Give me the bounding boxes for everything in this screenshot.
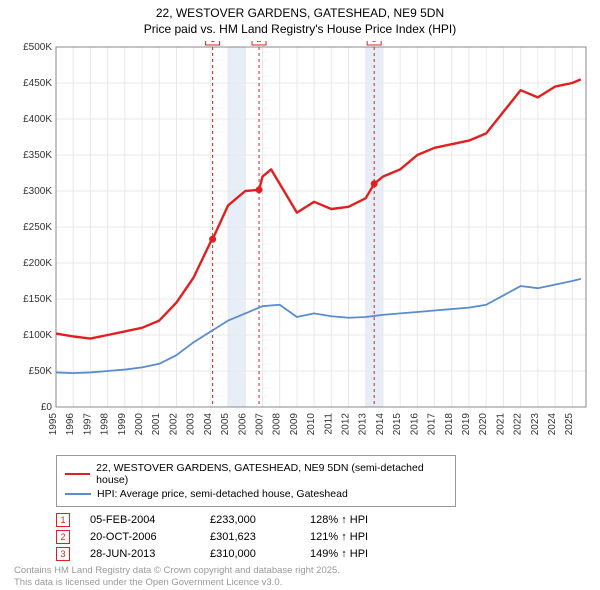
svg-text:£50K: £50K xyxy=(29,366,53,377)
svg-text:2009: 2009 xyxy=(289,413,300,436)
legend-label: HPI: Average price, semi-detached house,… xyxy=(97,488,348,500)
svg-text:£200K: £200K xyxy=(23,258,52,269)
sale-pct: 149% ↑ HPI xyxy=(310,548,410,560)
svg-text:2020: 2020 xyxy=(478,413,489,436)
legend-label: 22, WESTOVER GARDENS, GATESHEAD, NE9 5DN… xyxy=(96,462,447,486)
svg-text:1: 1 xyxy=(210,41,215,44)
svg-text:1999: 1999 xyxy=(117,413,128,436)
sales-marker-2: 2 xyxy=(56,530,70,544)
svg-text:£400K: £400K xyxy=(23,114,52,125)
legend-item-property: 22, WESTOVER GARDENS, GATESHEAD, NE9 5DN… xyxy=(65,462,447,486)
sale-price: £301,623 xyxy=(210,531,310,543)
svg-text:2011: 2011 xyxy=(323,413,334,435)
svg-text:2013: 2013 xyxy=(358,413,369,436)
svg-text:2003: 2003 xyxy=(186,413,197,436)
title-line2: Price paid vs. HM Land Registry's House … xyxy=(6,22,594,38)
svg-text:1997: 1997 xyxy=(82,413,93,436)
svg-text:2018: 2018 xyxy=(444,413,455,436)
svg-text:£450K: £450K xyxy=(23,78,52,89)
svg-text:2014: 2014 xyxy=(375,413,386,436)
sale-date: 05-FEB-2004 xyxy=(90,514,210,526)
svg-text:2006: 2006 xyxy=(237,413,248,436)
svg-text:2025: 2025 xyxy=(564,413,575,436)
sales-row: 2 20-OCT-2006 £301,623 121% ↑ HPI xyxy=(56,530,594,544)
svg-text:2001: 2001 xyxy=(151,413,162,436)
svg-text:£100K: £100K xyxy=(23,330,52,341)
sales-marker-1: 1 xyxy=(56,513,70,527)
svg-text:£250K: £250K xyxy=(23,222,52,233)
svg-text:2023: 2023 xyxy=(530,413,541,436)
svg-text:2017: 2017 xyxy=(427,413,438,436)
svg-text:2005: 2005 xyxy=(220,413,231,436)
sale-pct: 128% ↑ HPI xyxy=(310,514,410,526)
legend: 22, WESTOVER GARDENS, GATESHEAD, NE9 5DN… xyxy=(56,455,456,507)
svg-text:£500K: £500K xyxy=(23,42,52,53)
sale-pct: 121% ↑ HPI xyxy=(310,531,410,543)
chart-title: 22, WESTOVER GARDENS, GATESHEAD, NE9 5DN… xyxy=(6,6,594,37)
svg-text:2007: 2007 xyxy=(254,413,265,436)
sales-marker-3: 3 xyxy=(56,547,70,561)
svg-text:2022: 2022 xyxy=(513,413,524,436)
svg-text:3: 3 xyxy=(372,41,377,44)
svg-text:2: 2 xyxy=(257,41,262,44)
svg-text:2008: 2008 xyxy=(272,413,283,436)
svg-text:2019: 2019 xyxy=(461,413,472,436)
svg-text:2015: 2015 xyxy=(392,413,403,436)
sale-date: 28-JUN-2013 xyxy=(90,548,210,560)
svg-text:1996: 1996 xyxy=(65,413,76,436)
svg-text:1998: 1998 xyxy=(100,413,111,436)
svg-text:2010: 2010 xyxy=(306,413,317,436)
sales-table: 1 05-FEB-2004 £233,000 128% ↑ HPI 2 20-O… xyxy=(56,513,594,561)
svg-text:2024: 2024 xyxy=(547,413,558,436)
sale-price: £310,000 xyxy=(210,548,310,560)
sale-price: £233,000 xyxy=(210,514,310,526)
svg-text:2004: 2004 xyxy=(203,413,214,436)
svg-text:2016: 2016 xyxy=(409,413,420,436)
title-line1: 22, WESTOVER GARDENS, GATESHEAD, NE9 5DN xyxy=(6,6,594,22)
sales-row: 3 28-JUN-2013 £310,000 149% ↑ HPI xyxy=(56,547,594,561)
svg-text:2000: 2000 xyxy=(134,413,145,436)
svg-text:2012: 2012 xyxy=(341,413,352,436)
svg-text:1995: 1995 xyxy=(48,413,59,436)
svg-text:£300K: £300K xyxy=(23,186,52,197)
svg-text:2002: 2002 xyxy=(168,413,179,436)
svg-text:£0: £0 xyxy=(41,402,53,413)
svg-text:£150K: £150K xyxy=(23,294,52,305)
sale-date: 20-OCT-2006 xyxy=(90,531,210,543)
footer-line2: This data is licensed under the Open Gov… xyxy=(14,577,594,588)
legend-item-hpi: HPI: Average price, semi-detached house,… xyxy=(65,488,447,500)
footer-attribution: Contains HM Land Registry data © Crown c… xyxy=(14,565,594,588)
footer-line1: Contains HM Land Registry data © Crown c… xyxy=(14,565,594,576)
svg-text:£350K: £350K xyxy=(23,150,52,161)
legend-swatch xyxy=(65,493,91,495)
legend-swatch xyxy=(65,473,90,475)
sales-row: 1 05-FEB-2004 £233,000 128% ↑ HPI xyxy=(56,513,594,527)
price-chart: £0 £50K £100K £150K £200K £250K £300K £350K £400… xyxy=(6,41,594,451)
svg-text:2021: 2021 xyxy=(495,413,506,436)
